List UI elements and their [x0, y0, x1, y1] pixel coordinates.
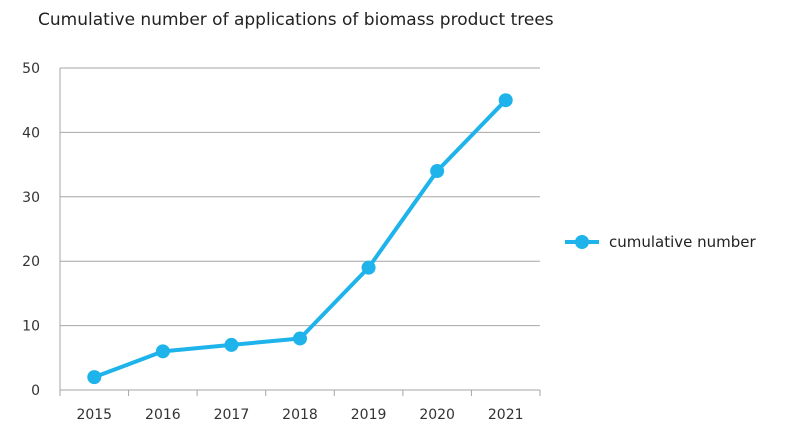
data-point-2020: [430, 164, 445, 179]
y-tick-label: 40: [22, 125, 40, 141]
x-tick-label: 2020: [419, 407, 455, 423]
legend: cumulative number: [565, 233, 757, 251]
x-tick-label: 2019: [351, 407, 387, 423]
y-tick-label: 20: [22, 254, 40, 270]
data-point-2019: [361, 260, 376, 275]
y-tick-label: 30: [22, 190, 40, 206]
series-cumulative-number: [87, 93, 513, 385]
x-tick-labels: 2015 2016 2017 2018 2019 2020 2021: [76, 407, 523, 423]
data-point-2018: [293, 331, 307, 346]
axes: [59, 68, 541, 396]
x-tick-label: 2018: [282, 407, 318, 423]
y-tick-labels: 0 10 20 30 40 50: [22, 61, 40, 399]
data-point-2015: [87, 370, 102, 385]
y-tick-label: 0: [31, 383, 40, 399]
data-point-2017: [224, 337, 239, 352]
y-tick-label: 10: [22, 319, 40, 335]
y-tick-label: 50: [22, 61, 40, 77]
x-tick-label: 2015: [76, 407, 112, 423]
data-point-2016: [155, 344, 170, 359]
x-tick-label: 2017: [214, 407, 250, 423]
x-tick-label: 2016: [145, 407, 181, 423]
legend-label: cumulative number: [609, 233, 757, 251]
x-tick-label: 2021: [488, 407, 524, 423]
legend-marker: [575, 235, 589, 249]
data-point-2021: [498, 93, 513, 108]
chart-title: Cumulative number of applications of bio…: [38, 10, 554, 30]
gridlines: [60, 67, 540, 327]
